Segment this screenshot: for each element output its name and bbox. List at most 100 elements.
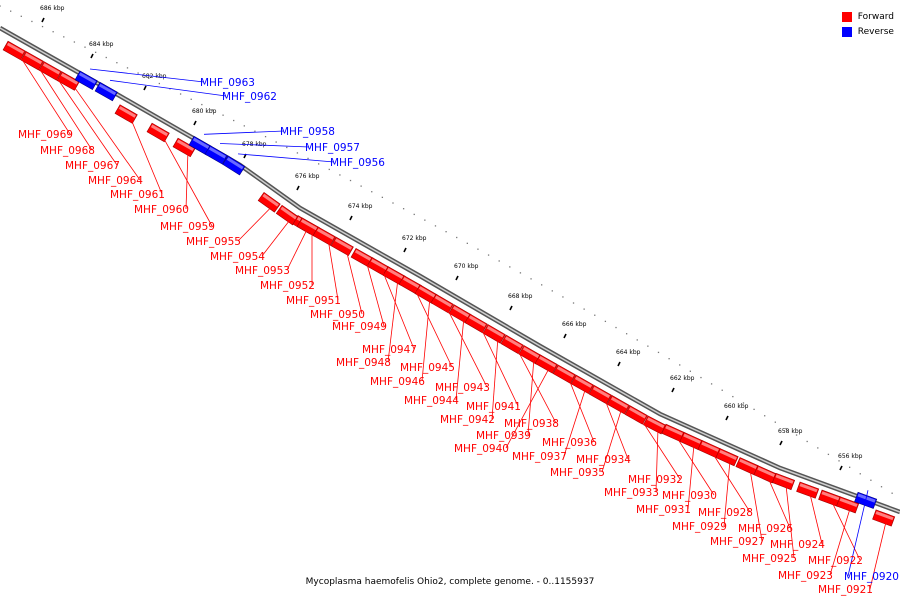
gene-label-mhf-0952[interactable]: MHF_0952 xyxy=(260,280,315,292)
gene-label-mhf-0929[interactable]: MHF_0929 xyxy=(672,521,727,533)
gene-label-mhf-0949[interactable]: MHF_0949 xyxy=(332,321,387,333)
gene-block[interactable] xyxy=(257,191,281,213)
gene-label-mhf-0938[interactable]: MHF_0938 xyxy=(504,418,559,430)
gene-label-mhf-0933[interactable]: MHF_0933 xyxy=(604,487,659,499)
gene-label-mhf-0969[interactable]: MHF_0969 xyxy=(18,129,73,141)
gene-block-highlight xyxy=(592,386,611,399)
gene-label-mhf-0943[interactable]: MHF_0943 xyxy=(435,382,490,394)
scale-dot xyxy=(41,25,44,28)
gene-mhf-0929[interactable] xyxy=(715,448,739,467)
gene-mhf-0940[interactable] xyxy=(534,354,558,374)
gene-mhf-0960[interactable] xyxy=(172,137,196,158)
gene-mhf-0941[interactable] xyxy=(464,313,488,334)
leader-line xyxy=(809,493,823,545)
gene-mhf-0967[interactable] xyxy=(38,61,62,81)
gene-mhf-0938[interactable] xyxy=(500,334,524,355)
gene-label-mhf-0924[interactable]: MHF_0924 xyxy=(770,539,825,551)
gene-label-mhf-0937[interactable]: MHF_0937 xyxy=(512,451,567,463)
gene-mhf-0933[interactable] xyxy=(642,415,667,435)
gene-mhf-0944[interactable] xyxy=(448,304,472,324)
gene-label-mhf-0968[interactable]: MHF_0968 xyxy=(40,145,95,157)
scale-dot xyxy=(753,408,755,411)
gene-mhf-0943[interactable] xyxy=(430,293,454,314)
scale-dot xyxy=(211,109,214,111)
scale-dot xyxy=(668,358,670,360)
gene-label-mhf-0956[interactable]: MHF_0956 xyxy=(330,157,385,169)
gene-block[interactable] xyxy=(222,155,246,176)
gene-mhf-0926[interactable] xyxy=(753,465,777,484)
gene-label-mhf-0950[interactable]: MHF_0950 xyxy=(310,309,365,321)
scale-dot xyxy=(413,213,415,216)
gene-label-mhf-0931[interactable]: MHF_0931 xyxy=(636,504,691,516)
gene-label-mhf-0942[interactable]: MHF_0942 xyxy=(440,414,495,426)
gene-label-mhf-0934[interactable]: MHF_0934 xyxy=(576,454,631,466)
gene-mhf-0957[interactable] xyxy=(204,145,228,165)
gene-label-mhf-0930[interactable]: MHF_0930 xyxy=(662,490,717,502)
gene-label-mhf-0963[interactable]: MHF_0963 xyxy=(200,77,255,89)
gene-label-mhf-0946[interactable]: MHF_0946 xyxy=(370,376,425,388)
gene-mhf-0956[interactable] xyxy=(222,155,246,176)
gene-block-highlight xyxy=(719,449,737,460)
gene-label-mhf-0921[interactable]: MHF_0921 xyxy=(818,584,873,596)
gene-label-mhf-0955[interactable]: MHF_0955 xyxy=(186,236,241,248)
gene-label-mhf-0926[interactable]: MHF_0926 xyxy=(738,523,793,535)
gene-mhf-0948[interactable] xyxy=(382,266,406,286)
gene-mhf-0942[interactable] xyxy=(482,324,506,344)
gene-label-mhf-0940[interactable]: MHF_0940 xyxy=(454,443,509,455)
gene-mhf-0959[interactable] xyxy=(146,122,170,143)
gene-label-mhf-0922[interactable]: MHF_0922 xyxy=(808,555,863,567)
scale-dot xyxy=(817,447,819,449)
gene-label-mhf-0935[interactable]: MHF_0935 xyxy=(550,467,605,479)
gene-mhf-0950[interactable] xyxy=(330,236,354,257)
gene-label-mhf-0948[interactable]: MHF_0948 xyxy=(336,357,391,369)
gene-label-mhf-0928[interactable]: MHF_0928 xyxy=(698,507,753,519)
scale-dot xyxy=(509,266,511,268)
gene-label-mhf-0959[interactable]: MHF_0959 xyxy=(160,221,215,233)
gene-label-mhf-0939[interactable]: MHF_0939 xyxy=(476,430,531,442)
gene-label-mhf-0957[interactable]: MHF_0957 xyxy=(305,142,360,154)
gene-label-mhf-0962[interactable]: MHF_0962 xyxy=(222,91,277,103)
gene-mhf-0935[interactable] xyxy=(606,395,630,415)
gene-label-mhf-0954[interactable]: MHF_0954 xyxy=(210,251,265,263)
gene-block-highlight xyxy=(78,72,97,84)
gene-mhf-0945[interactable] xyxy=(398,275,422,295)
gene-mhf-0924[interactable] xyxy=(796,481,820,499)
gene-label-mhf-0932[interactable]: MHF_0932 xyxy=(628,474,683,486)
gene-mhf-0923[interactable] xyxy=(836,496,860,514)
gene-label-mhf-0936[interactable]: MHF_0936 xyxy=(542,437,597,449)
gene-mhf-0951[interactable] xyxy=(312,226,336,246)
gene-mhf-0969[interactable] xyxy=(2,40,26,61)
gene-mhf-0946[interactable] xyxy=(414,284,438,304)
gene-label-mhf-0951[interactable]: MHF_0951 xyxy=(286,295,341,307)
gene-label-mhf-0961[interactable]: MHF_0961 xyxy=(110,189,165,201)
gene-label-mhf-0925[interactable]: MHF_0925 xyxy=(742,553,797,565)
gene-label-mhf-0958[interactable]: MHF_0958 xyxy=(280,126,335,138)
gene-label-mhf-0944[interactable]: MHF_0944 xyxy=(404,395,459,407)
scale-dot xyxy=(477,248,479,250)
gene-label-mhf-0920[interactable]: MHF_0920 xyxy=(844,571,899,583)
gene-mhf-0963[interactable] xyxy=(74,70,98,90)
gene-mhf-0921[interactable] xyxy=(872,509,896,527)
gene-mhf-0932[interactable] xyxy=(624,405,648,425)
gene-mhf-0962[interactable] xyxy=(94,81,118,102)
gene-mhf-0934[interactable] xyxy=(588,384,612,405)
gene-label-mhf-0945[interactable]: MHF_0945 xyxy=(400,362,455,374)
gene-label-mhf-0927[interactable]: MHF_0927 xyxy=(710,536,765,548)
gene-mhf-0936[interactable] xyxy=(552,364,576,384)
gene-label-mhf-0923[interactable]: MHF_0923 xyxy=(778,570,833,582)
scale-dot xyxy=(859,473,861,475)
scale-dot xyxy=(870,479,872,481)
gene-mhf-0961[interactable] xyxy=(114,104,138,124)
gene-label-mhf-0953[interactable]: MHF_0953 xyxy=(235,265,290,277)
scale-tick-label: 664 kbp xyxy=(616,349,641,356)
gene-mhf-0964[interactable] xyxy=(56,71,80,91)
gene-label-mhf-0941[interactable]: MHF_0941 xyxy=(466,401,521,413)
gene-mhf-0937[interactable] xyxy=(570,374,594,395)
gene-label-mhf-0960[interactable]: MHF_0960 xyxy=(134,204,189,216)
gene-label-mhf-0964[interactable]: MHF_0964 xyxy=(88,175,143,187)
gene-mhf-0955[interactable] xyxy=(257,191,281,213)
gene-mhf-0968[interactable] xyxy=(20,50,44,71)
gene-mhf-0925[interactable] xyxy=(772,472,796,491)
gene-label-mhf-0947[interactable]: MHF_0947 xyxy=(362,344,417,356)
gene-label-mhf-0967[interactable]: MHF_0967 xyxy=(65,160,120,172)
